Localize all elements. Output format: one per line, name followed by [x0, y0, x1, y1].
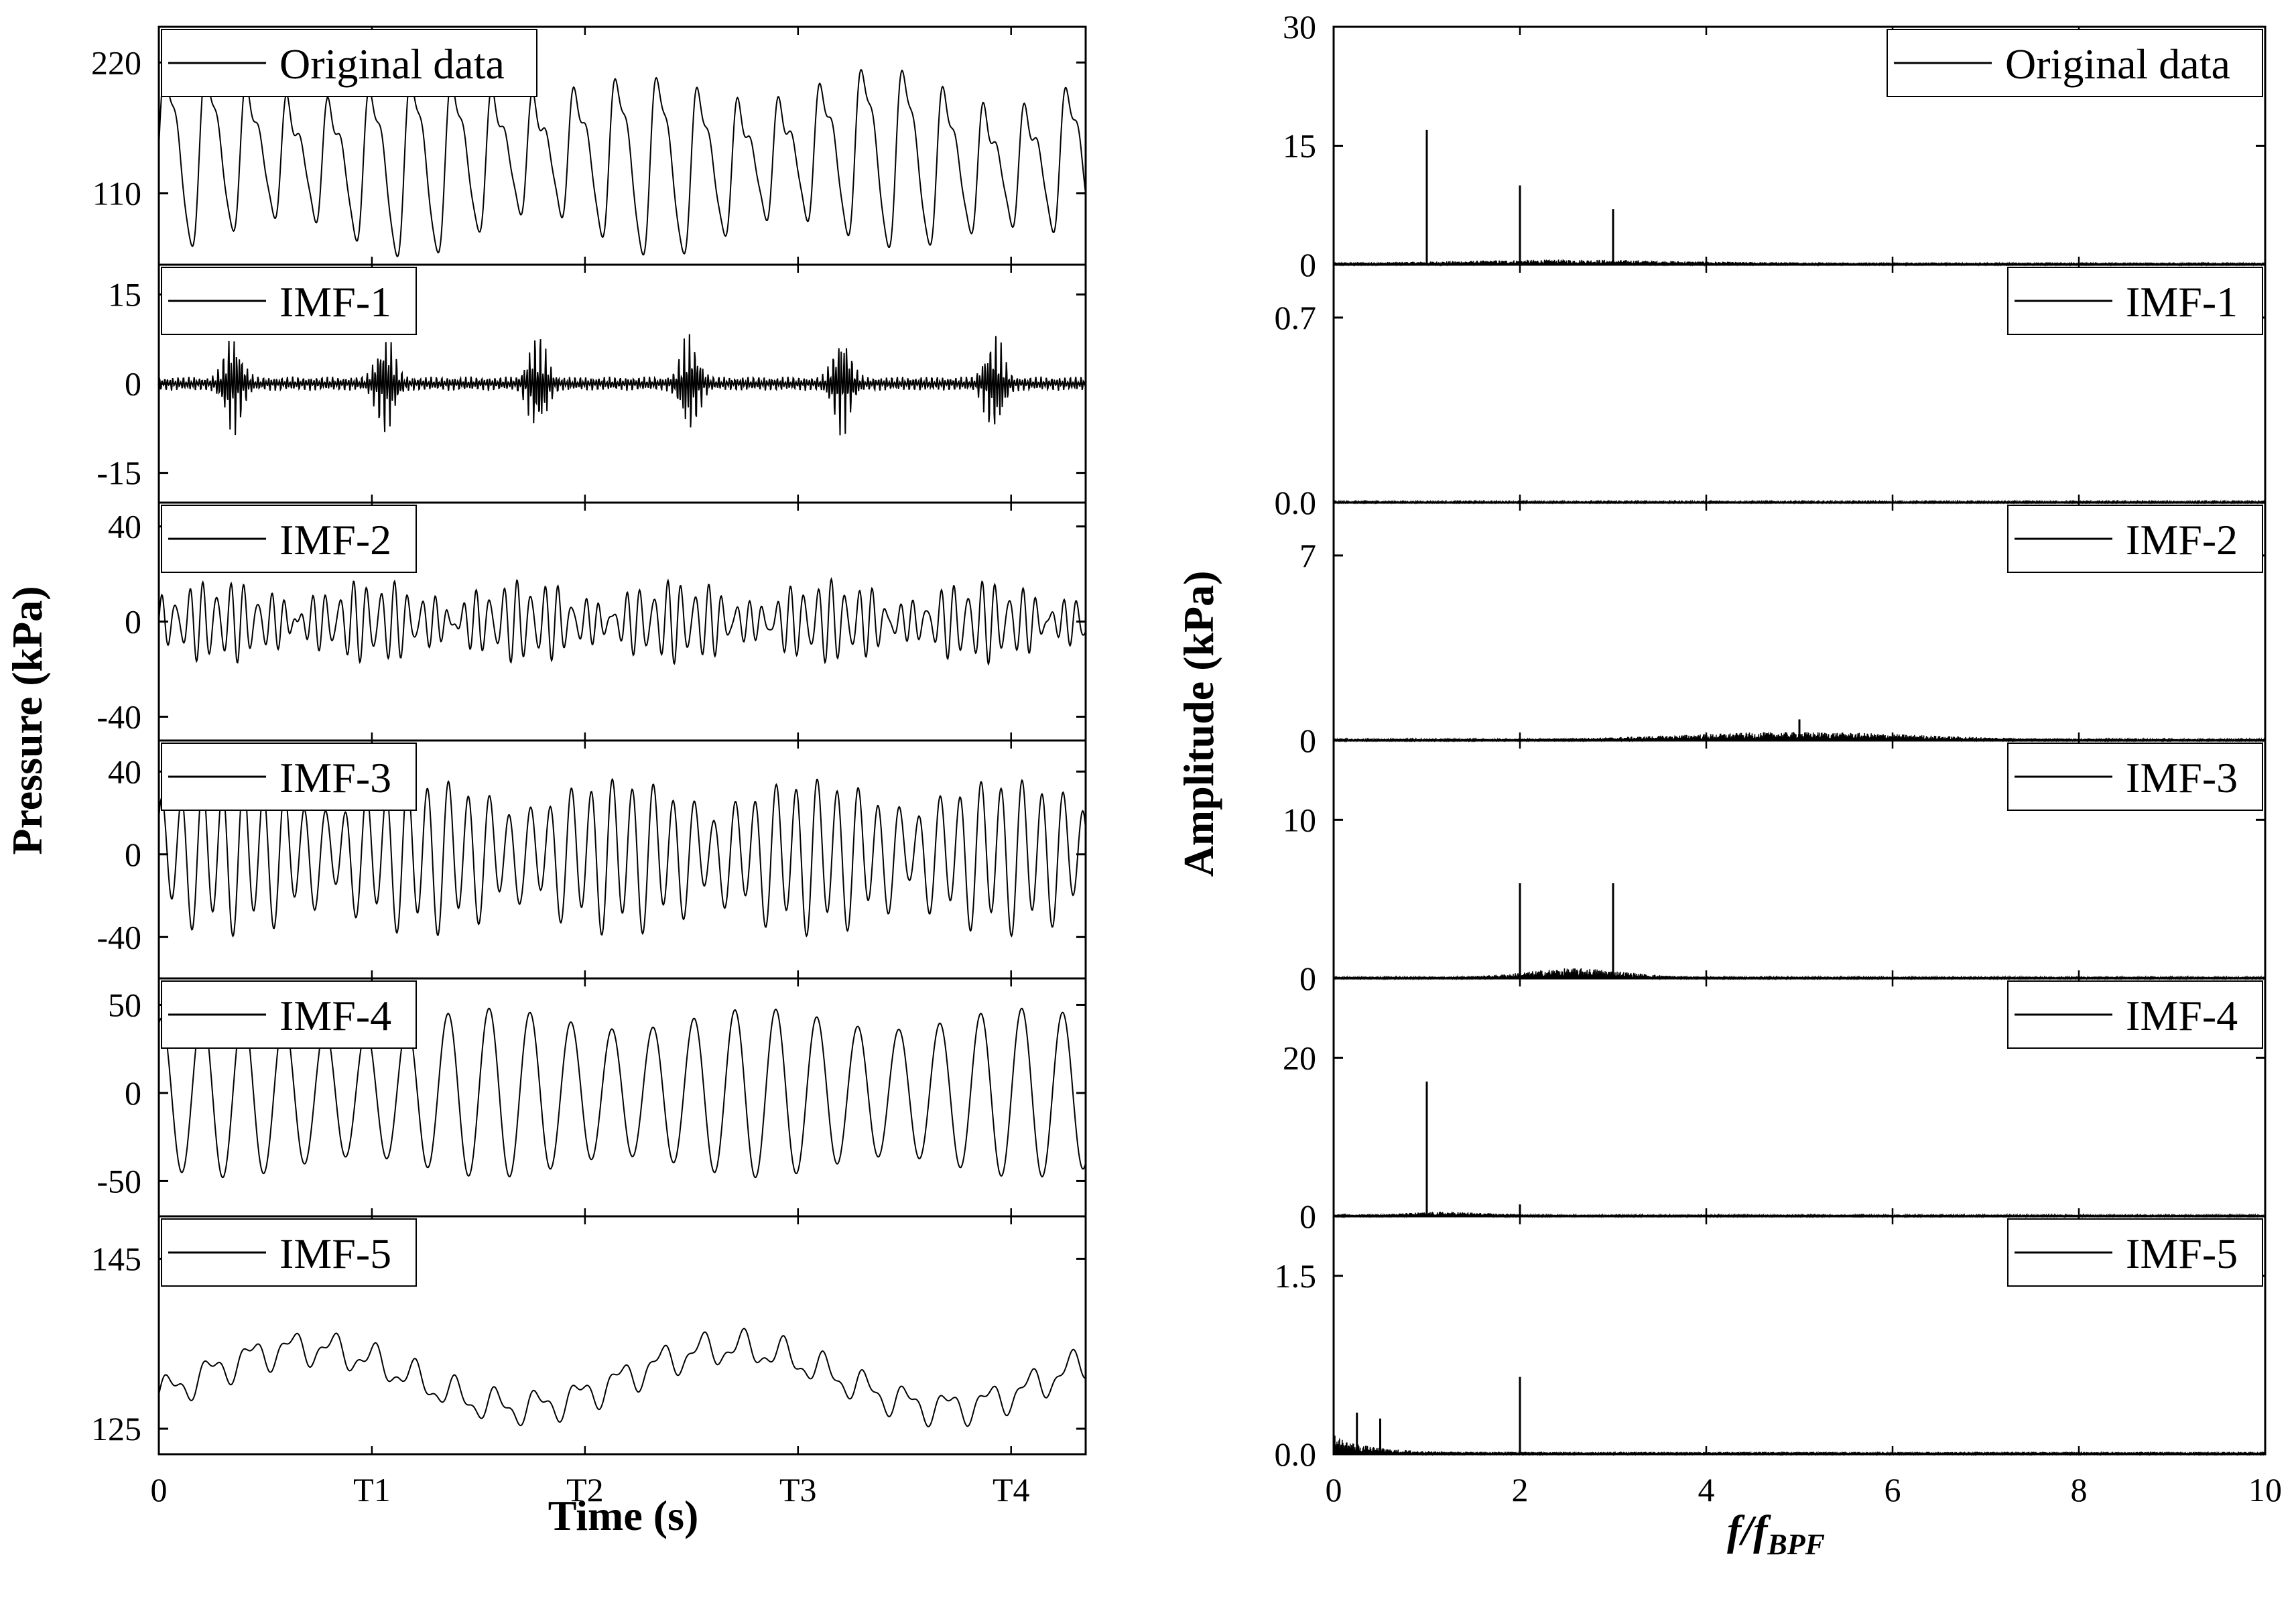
- x-tick-label: 0: [1326, 1471, 1342, 1509]
- right-x-axis-label: f/fBPF: [1727, 1506, 1825, 1561]
- x-tick-label: 6: [1885, 1471, 1901, 1509]
- series-line-imf-2: [159, 576, 1086, 666]
- y-tick-label: 1.5: [1275, 1257, 1317, 1295]
- x-tick-label: T3: [779, 1471, 817, 1509]
- y-tick-label: -40: [97, 698, 141, 736]
- y-tick-label: 7: [1299, 537, 1316, 574]
- subplot-frame: [1332, 1215, 2267, 1456]
- y-tick-label: 20: [1283, 1039, 1316, 1076]
- x-tick-label: 2: [1512, 1471, 1529, 1509]
- y-tick-label: -50: [97, 1162, 141, 1200]
- series-line-imf-3: [159, 777, 1086, 938]
- legend-label: IMF-5: [2126, 1230, 2238, 1277]
- spectrum-noise-floor: [1333, 1435, 2266, 1456]
- legend-label: IMF-2: [279, 516, 391, 564]
- y-tick-label: 0: [1299, 1198, 1316, 1235]
- y-tick-label: 10: [1283, 801, 1316, 838]
- series-line-imf-1: [159, 334, 1086, 436]
- series-line-imf-5: [159, 1328, 1086, 1427]
- x-tick-label: 8: [2071, 1471, 2088, 1509]
- subplot-frame: [157, 1215, 1087, 1456]
- y-tick-label: 145: [91, 1240, 141, 1277]
- y-tick-label: 40: [108, 508, 141, 546]
- y-tick-label: 40: [108, 753, 141, 790]
- y-tick-label: 0.0: [1275, 484, 1317, 521]
- right-y-axis-label: Amplitude (kPa): [1175, 571, 1222, 877]
- series-line-imf-4: [159, 1007, 1086, 1179]
- x-tick-label: 4: [1698, 1471, 1715, 1509]
- legend-label: Original data: [2005, 40, 2230, 88]
- y-tick-label: 15: [108, 275, 141, 313]
- legend-label: IMF-4: [279, 992, 391, 1039]
- y-tick-label: 0: [125, 603, 141, 641]
- y-tick-label: 15: [1283, 127, 1316, 165]
- y-tick-label: 0.7: [1275, 299, 1317, 336]
- legend-label: Original data: [279, 40, 505, 88]
- x-tick-label: 10: [2248, 1471, 2282, 1509]
- y-tick-label: 0: [125, 836, 141, 873]
- y-tick-label: 0: [125, 1074, 141, 1112]
- left-y-axis-label: Pressure (kPa): [3, 586, 51, 854]
- right-spectrum-panel: 0 15 30 Original data 0.0 0.7 IMF-1 0 7 IMF-2 0 10 I…: [1275, 8, 2283, 1509]
- y-tick-label: 30: [1283, 8, 1316, 46]
- spectrum-noise-floor: [1333, 968, 2266, 980]
- legend-label: IMF-2: [2126, 516, 2238, 564]
- y-tick-label: -15: [97, 454, 141, 492]
- y-tick-label: -40: [97, 918, 141, 956]
- legend-label: IMF-1: [2126, 278, 2238, 326]
- y-tick-label: 50: [108, 986, 141, 1023]
- y-tick-label: 0: [1299, 960, 1316, 997]
- y-tick-label: 0: [1299, 722, 1316, 759]
- legend-label: IMF-4: [2126, 992, 2238, 1039]
- x-tick-label: T1: [353, 1471, 391, 1509]
- x-tick-label: 0: [151, 1471, 168, 1509]
- legend-label: IMF-3: [2126, 754, 2238, 802]
- y-tick-label: 0: [1299, 246, 1316, 283]
- legend-label: IMF-1: [279, 278, 391, 326]
- y-tick-label: 0.0: [1275, 1435, 1317, 1473]
- series-line-original-data: [159, 68, 1086, 258]
- y-tick-label: 125: [91, 1410, 141, 1448]
- legend-label: IMF-3: [279, 754, 391, 802]
- x-tick-label: T4: [993, 1471, 1030, 1509]
- y-tick-label: 110: [92, 175, 141, 212]
- y-tick-label: 220: [91, 44, 141, 81]
- x-tick-label: T2: [566, 1471, 604, 1509]
- left-x-axis-label: Time (s): [548, 1492, 699, 1539]
- legend-label: IMF-5: [279, 1230, 391, 1277]
- left-time-panel: 110 220 Original data -15 0 15 IMF-1 -40 0 40 IMF-…: [91, 25, 1087, 1509]
- y-tick-label: 0: [125, 365, 141, 403]
